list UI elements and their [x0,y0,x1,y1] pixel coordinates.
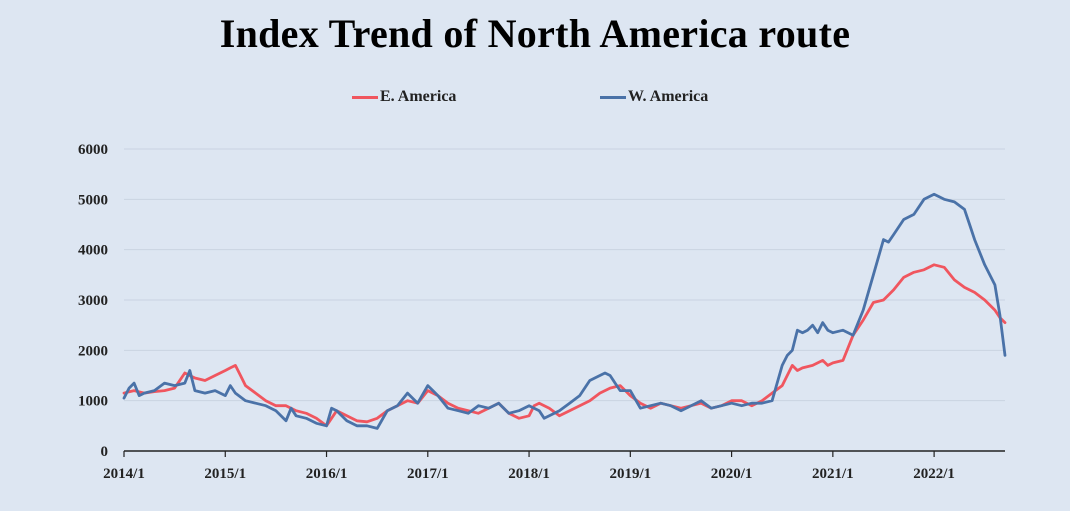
y-tick-label-3000: 3000 [78,293,108,309]
y-tick-label-5000: 5000 [78,192,108,208]
legend-label-e-america: E. America [380,88,457,105]
legend-swatch-e-america [352,95,378,99]
x-tick-label-2015-1: 2015/1 [204,466,246,482]
x-tick-label-2019-1: 2019/1 [609,466,651,482]
x-tick-label-2022-1: 2022/1 [913,466,955,482]
legend-item-e-america: E. America [352,88,456,106]
legend: E. America W. America [0,88,1070,112]
x-tick-label-2017-1: 2017/1 [407,466,449,482]
y-tick-label-2000: 2000 [78,343,108,359]
x-tick-label-2020-1: 2020/1 [711,466,753,482]
y-tick-label-6000: 6000 [78,142,108,158]
legend-item-w-america: W. America [600,88,708,106]
x-tick-label-2014-1: 2014/1 [103,466,145,482]
x-tick-label-2018-1: 2018/1 [508,466,550,482]
chart-title: Index Trend of North America route [219,11,851,56]
x-tick-label-2016-1: 2016/1 [306,466,348,482]
y-tick-label-1000: 1000 [78,394,108,410]
series-line-w-america [122,192,1007,430]
legend-swatch-w-america [600,95,626,99]
y-tick-label-0: 0 [101,444,109,460]
legend-label-w-america: W. America [628,88,709,105]
x-tick-label-2021-1: 2021/1 [812,466,854,482]
series-line-e-america [122,263,1007,428]
y-tick-label-4000: 4000 [78,243,108,259]
